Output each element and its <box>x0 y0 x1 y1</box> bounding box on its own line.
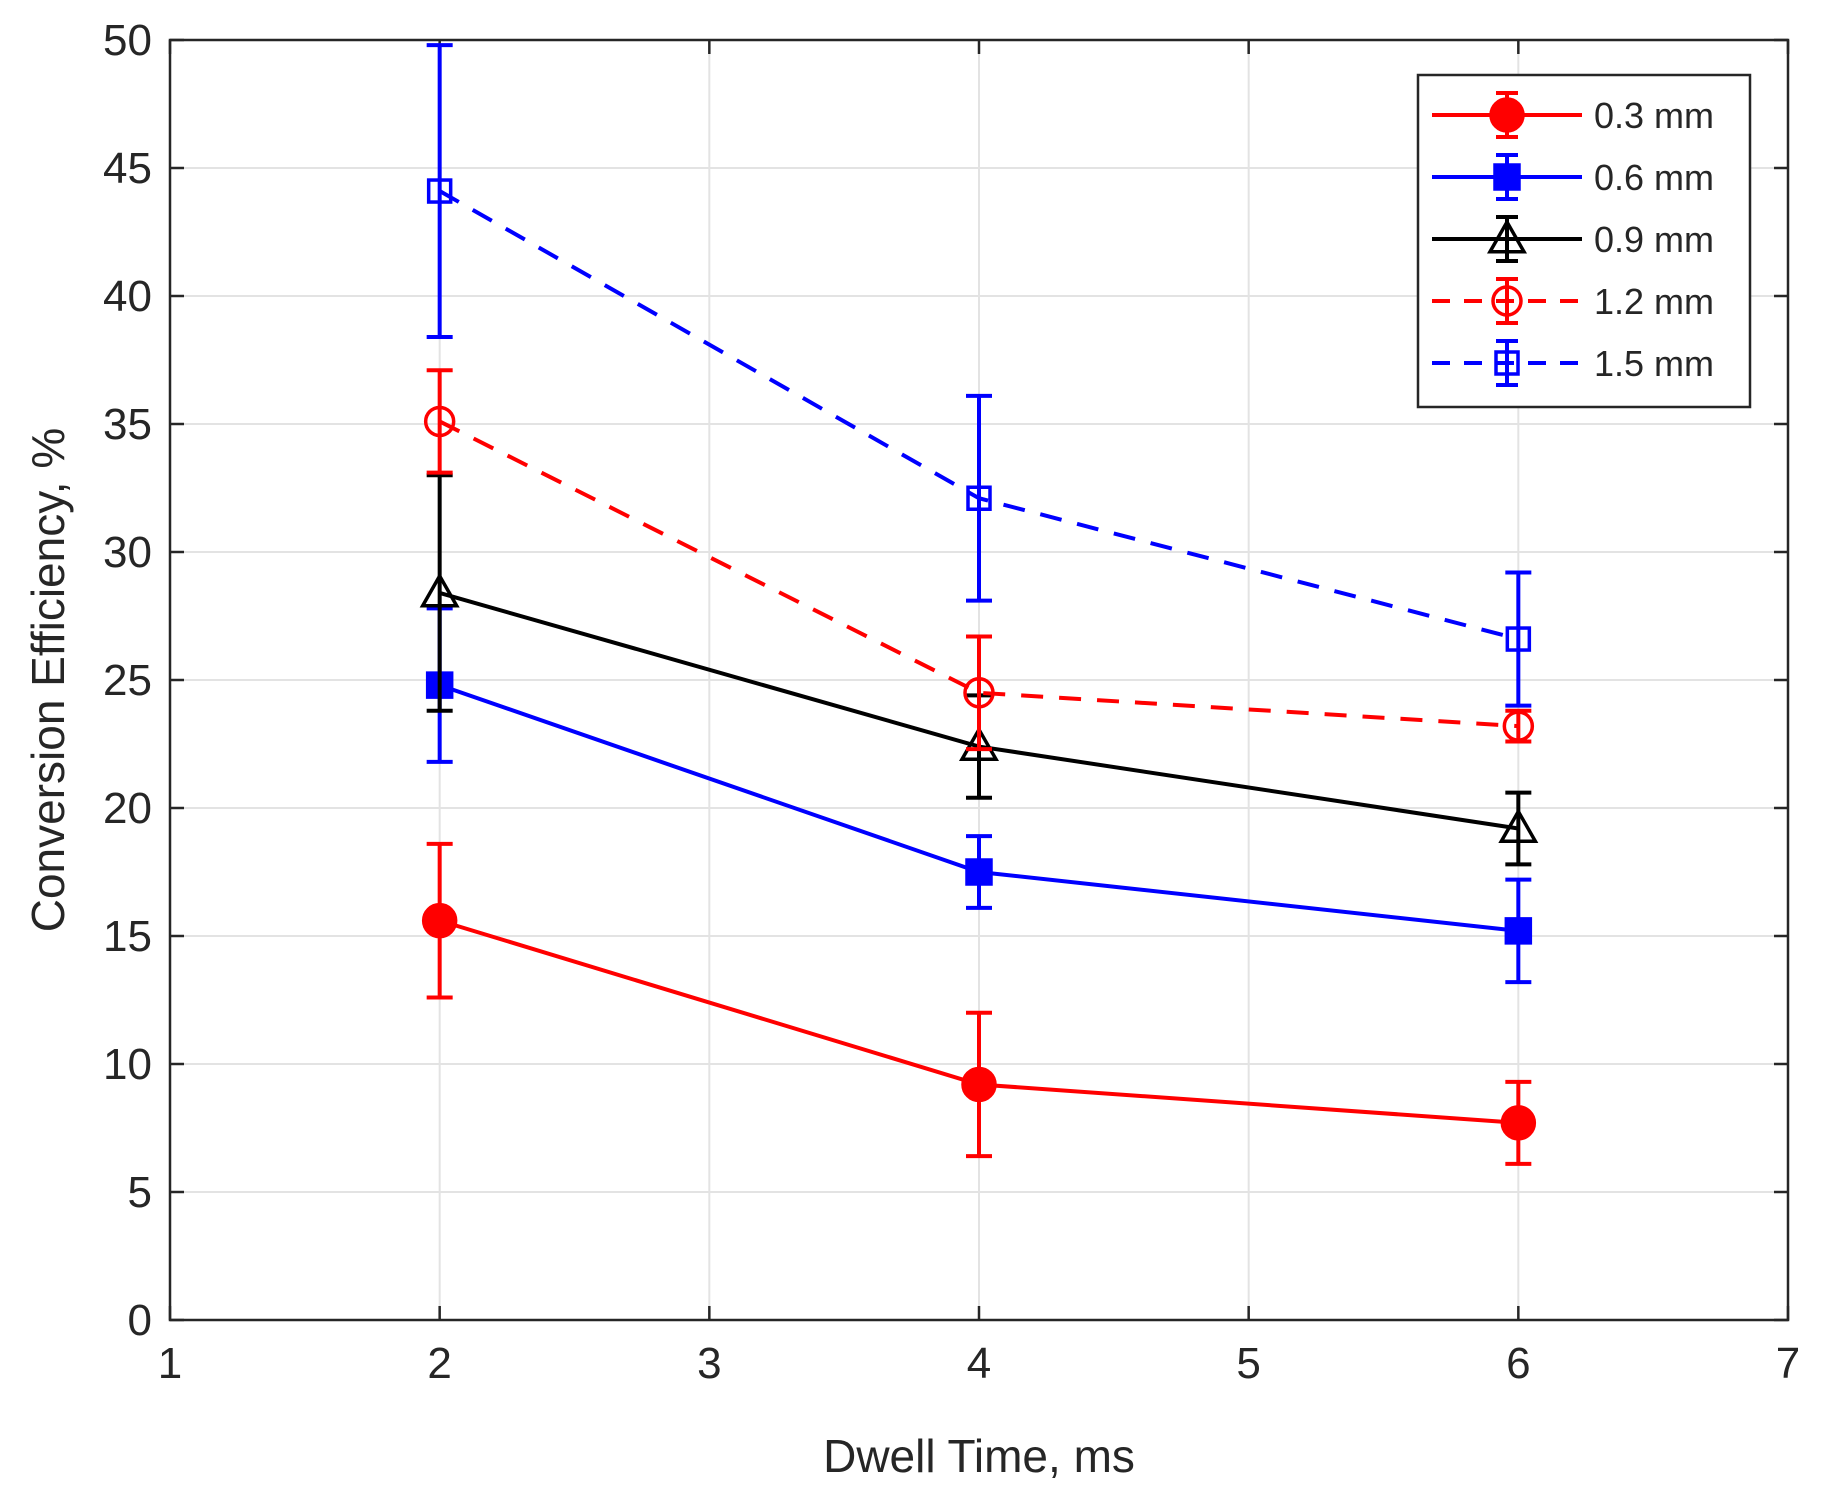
legend-entry: 0.6 mm <box>1432 153 1714 201</box>
x-tick-label: 2 <box>427 1339 451 1388</box>
y-tick-label: 30 <box>103 528 152 577</box>
legend-entry: 1.2 mm <box>1432 277 1714 325</box>
data-point <box>963 677 995 709</box>
y-tick-label: 35 <box>103 400 152 449</box>
y-tick-label: 45 <box>103 144 152 193</box>
y-tick-label: 0 <box>128 1296 152 1345</box>
data-point <box>1504 917 1533 945</box>
series-1_2-mm <box>423 368 1535 752</box>
data-point <box>426 178 453 204</box>
legend-marker <box>1493 163 1521 191</box>
y-tick-label: 25 <box>103 656 152 705</box>
y-tick-label: 10 <box>103 1040 152 1089</box>
data-point <box>961 1066 997 1103</box>
data-point <box>1502 710 1535 742</box>
data-series <box>419 43 1539 1166</box>
series-line <box>438 419 1519 729</box>
legend: 0.3 mm 0.6 mm 0.9 mm 1.2 mm 1.5 mm <box>1416 73 1752 409</box>
series-0_3-mm <box>421 841 1537 1166</box>
data-point <box>423 405 456 438</box>
legend-marker <box>1486 218 1528 254</box>
x-axis-label: Dwell Time, ms <box>823 1430 1135 1482</box>
legend-label: 0.3 mm <box>1594 95 1714 136</box>
legend-label: 1.2 mm <box>1594 281 1714 322</box>
y-tick-label: 40 <box>103 272 152 321</box>
series-1_5-mm <box>426 43 1532 708</box>
x-tick-label: 7 <box>1776 1339 1800 1388</box>
legend-label: 1.5 mm <box>1594 343 1714 384</box>
y-tick-label: 50 <box>103 16 152 65</box>
x-tick-label: 6 <box>1506 1339 1530 1388</box>
legend-marker <box>1489 97 1525 133</box>
legend-label: 0.9 mm <box>1594 219 1714 260</box>
y-tick-label: 5 <box>128 1168 152 1217</box>
data-point <box>1498 807 1539 843</box>
legend-marker <box>1494 350 1520 376</box>
data-point <box>419 572 460 608</box>
data-point <box>966 485 992 511</box>
x-tick-label: 4 <box>967 1339 991 1388</box>
y-tick-label: 20 <box>103 784 152 833</box>
data-point <box>958 726 1000 762</box>
data-point <box>1505 626 1532 652</box>
legend-entry: 0.9 mm <box>1432 215 1714 263</box>
x-tick-label: 3 <box>697 1339 721 1388</box>
legend-label: 0.6 mm <box>1594 157 1714 198</box>
y-axis-label: Conversion Efficiency, % <box>22 428 74 933</box>
legend-entry: 0.3 mm <box>1432 91 1714 139</box>
data-point <box>965 858 993 886</box>
legend-entry: 1.5 mm <box>1432 339 1714 387</box>
x-tick-label: 1 <box>158 1339 182 1388</box>
y-tick-label: 15 <box>103 912 152 961</box>
data-point <box>1500 1105 1537 1141</box>
legend-marker <box>1491 285 1523 317</box>
x-tick-label: 5 <box>1236 1339 1260 1388</box>
data-point <box>421 902 458 939</box>
